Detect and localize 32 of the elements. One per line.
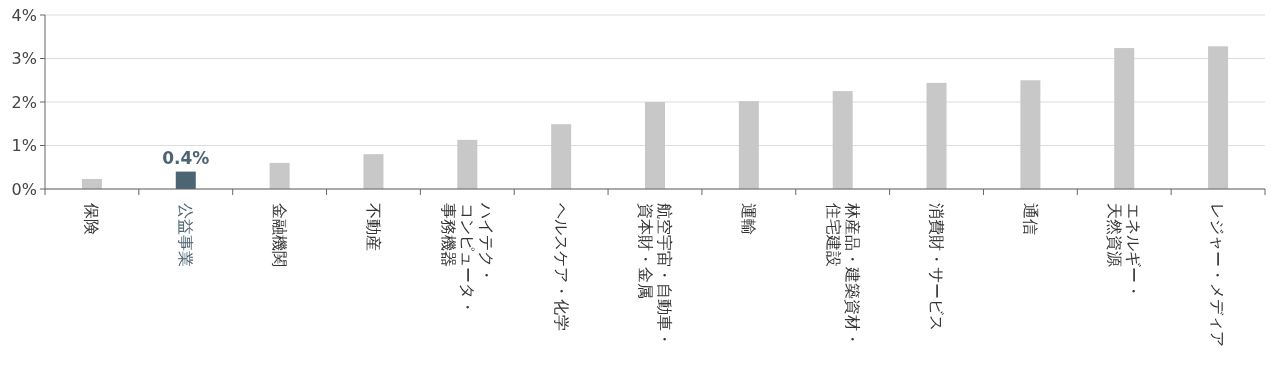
x-tick-label: 保険: [82, 203, 102, 235]
y-tick-label: 2%: [11, 92, 37, 112]
bar: [81, 179, 102, 189]
bar: [551, 124, 572, 189]
x-tick-label: 林産品・建築資材・住宅建設: [823, 202, 862, 347]
x-tick-label: レジャー・メディア: [1208, 203, 1228, 347]
bar: [1114, 48, 1135, 189]
x-tick-label: 航空宇宙・自動車・資本財・金属: [635, 203, 674, 347]
data-label: 0.4%: [162, 147, 210, 168]
x-tick-label: 運輸: [739, 203, 759, 235]
x-tick-label: 消費財・サービス: [926, 203, 946, 331]
y-tick-label: 3%: [11, 49, 37, 69]
bar: [645, 102, 665, 189]
x-tick-label: 通信: [1020, 203, 1040, 235]
bar: [1020, 80, 1041, 189]
bar: [1208, 46, 1229, 189]
bar: [457, 139, 478, 189]
bar: [832, 91, 853, 189]
y-tick-label: 4%: [11, 5, 37, 25]
bar: [175, 171, 196, 189]
y-tick-label: 0%: [11, 179, 37, 199]
bar: [269, 162, 290, 189]
x-tick-label: エネルギー・天然資源: [1105, 203, 1144, 299]
x-tick-label: ハイテク・コンピュータ・事務機器: [438, 202, 496, 315]
bar: [926, 82, 947, 189]
bar: [738, 101, 759, 189]
bar: [363, 154, 384, 189]
x-tick-label: 金融機関: [270, 203, 290, 267]
x-tick-label: 不動産: [363, 203, 383, 251]
x-tick-label: 公益事業: [176, 203, 196, 267]
y-tick-label: 1%: [11, 136, 37, 156]
x-tick-label: ヘルスケア・化学: [551, 203, 571, 331]
